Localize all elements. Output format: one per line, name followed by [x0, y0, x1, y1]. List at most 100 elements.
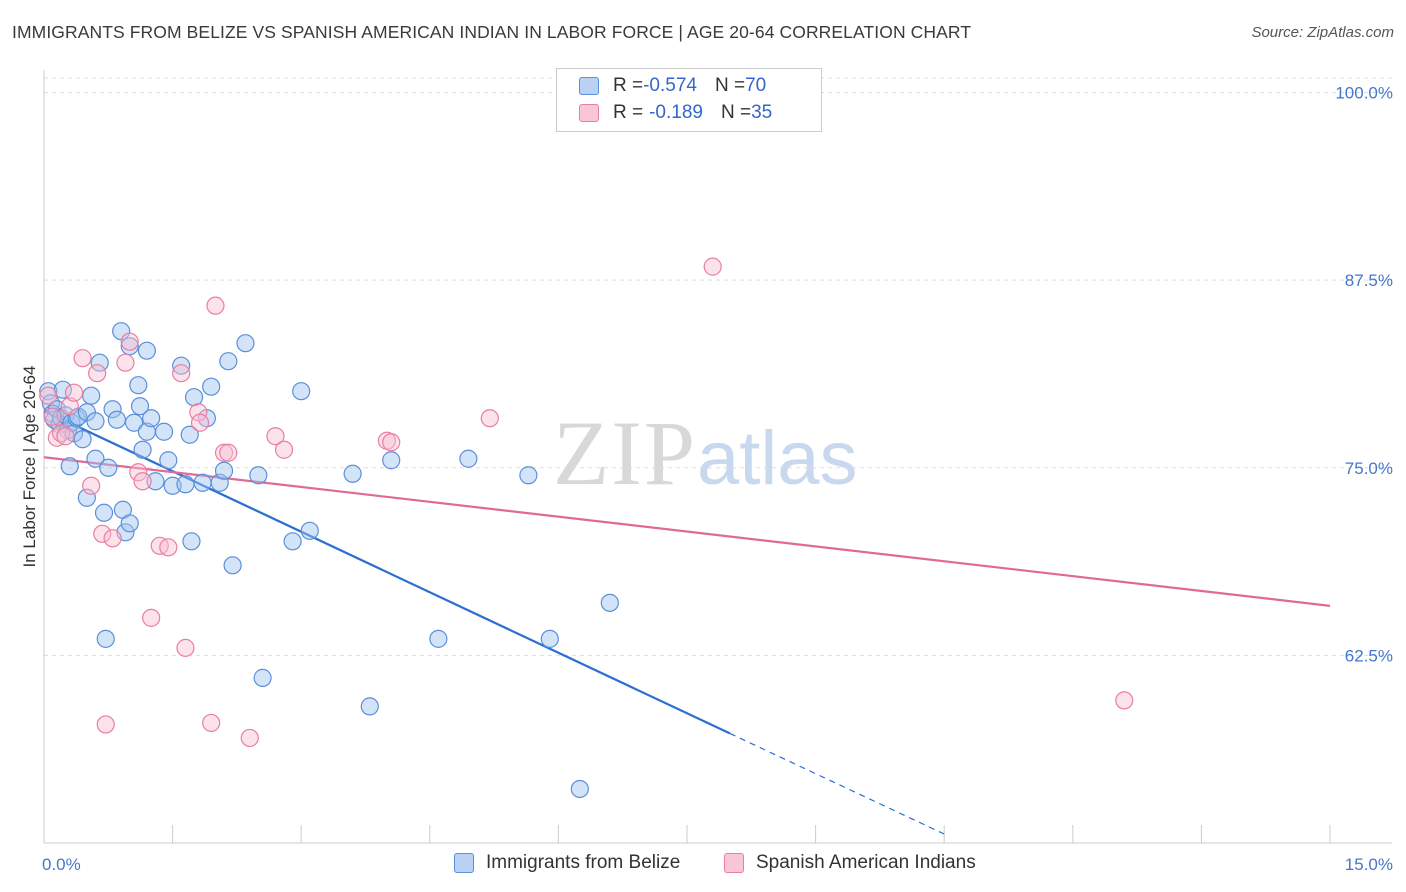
belize-point: [202, 377, 221, 396]
belize-point: [103, 400, 122, 419]
chart-title: IMMIGRANTS FROM BELIZE VS SPANISH AMERIC…: [12, 22, 972, 42]
tick-labels: 62.5% 75.0% 87.5% 100.0% 0.0% 15.0% In Labor F…: [20, 84, 1393, 874]
series-swatch-spanish: [724, 853, 744, 873]
gridlines: [44, 77, 1392, 656]
spanish-point: [93, 524, 112, 543]
spanish-point: [96, 715, 115, 734]
belize-point: [99, 458, 118, 477]
spanish-point: [88, 364, 107, 383]
spanish-point: [172, 364, 191, 383]
belize-point: [124, 413, 144, 432]
belize-point: [236, 334, 255, 353]
belize-point: [90, 353, 109, 372]
source-label: Source: ZipAtlas.com: [1251, 24, 1394, 41]
spanish-point: [116, 353, 135, 372]
spanish-point: [1115, 691, 1134, 710]
belize-point: [300, 521, 319, 540]
spanish-point: [240, 728, 259, 748]
belize-point: [60, 457, 79, 476]
spanish-point: [176, 638, 195, 657]
legend-n-label: N =: [714, 75, 746, 96]
spanish-point: [56, 427, 75, 446]
belize-point: [382, 451, 401, 470]
spanish-point: [274, 440, 294, 459]
spanish-point: [202, 713, 221, 733]
belize-point: [193, 473, 212, 492]
spanish-point: [120, 332, 139, 351]
legend-row-spanish: R = -0.189 N = 35: [579, 101, 772, 125]
belize-point: [172, 356, 191, 375]
x-tick-label-min: 0.0%: [42, 855, 81, 874]
belize-point: [540, 629, 559, 648]
spanish-point: [703, 257, 722, 276]
spanish-point: [103, 529, 122, 548]
y-axis-label: In Labor Force | Age 20-64: [20, 366, 39, 568]
belize-point: [343, 464, 362, 483]
series-label-spanish: Spanish American Indians: [756, 852, 976, 873]
spanish-point: [266, 427, 285, 446]
watermark-atlas: atlas: [697, 416, 858, 501]
belize-point: [146, 472, 165, 491]
legend-r-value: -0.574: [643, 75, 697, 96]
trend-lines: [43, 409, 1331, 835]
belize-point: [86, 449, 105, 468]
belize-point: [96, 629, 115, 648]
series-legend: Immigrants from Belize Spanish American …: [0, 852, 1406, 878]
legend-row-belize: R = -0.574 N = 70: [579, 74, 766, 98]
belize-point: [180, 425, 199, 444]
spanish-point: [214, 443, 234, 462]
y-tick-label: 75.0%: [1345, 459, 1393, 478]
belize-point: [77, 488, 96, 507]
series-legend-belize: Immigrants from Belize: [454, 852, 680, 874]
watermark: ZIPatlas: [553, 400, 858, 506]
series-swatch-belize: [454, 853, 474, 873]
belize-point: [459, 449, 478, 468]
belize-point: [182, 532, 201, 551]
belize-point: [429, 629, 448, 648]
belize-point: [120, 514, 139, 533]
data-points: [39, 257, 1134, 799]
legend-swatch-belize: [579, 77, 599, 95]
belize-point: [600, 593, 619, 612]
belize-point: [130, 397, 150, 416]
belize-point: [107, 410, 126, 429]
watermark-zip: ZIP: [553, 402, 697, 504]
belize-point: [142, 409, 161, 428]
belize-point: [133, 440, 152, 459]
belize-trend-extension: [729, 732, 945, 835]
belize-point: [253, 668, 272, 687]
legend-r-value: -0.189: [649, 102, 703, 123]
spanish-point: [64, 383, 84, 402]
spanish-point: [43, 407, 62, 426]
belize-point: [214, 461, 234, 480]
belize-point: [137, 341, 156, 360]
belize-point: [210, 473, 229, 492]
spanish-point: [159, 538, 178, 557]
belize-point: [360, 697, 379, 716]
spanish-point: [142, 608, 161, 627]
axes: [43, 70, 1392, 844]
spanish-point: [73, 349, 92, 368]
belize-point: [86, 412, 105, 431]
belize-point: [219, 352, 238, 371]
spanish-point: [190, 413, 210, 432]
series-label-belize: Immigrants from Belize: [486, 852, 681, 873]
belize-point: [154, 422, 174, 441]
spanish-point: [129, 463, 148, 482]
legend-n-value: 70: [745, 75, 767, 96]
belize-point: [94, 503, 114, 522]
series-legend-spanish: Spanish American Indians: [724, 852, 976, 874]
x-tick-label-max: 15.0%: [1345, 855, 1393, 874]
belize-point: [283, 532, 302, 551]
belize-point: [223, 556, 242, 575]
belize-point: [292, 382, 311, 401]
spanish-trend-line: [43, 456, 1331, 607]
spanish-point: [480, 409, 499, 428]
spanish-point: [60, 397, 79, 416]
spanish-point: [133, 472, 152, 491]
legend-n-label: N =: [720, 102, 752, 123]
y-tick-label: 62.5%: [1345, 646, 1393, 665]
spanish-point: [82, 476, 101, 495]
legend-n-value: 35: [751, 102, 773, 123]
